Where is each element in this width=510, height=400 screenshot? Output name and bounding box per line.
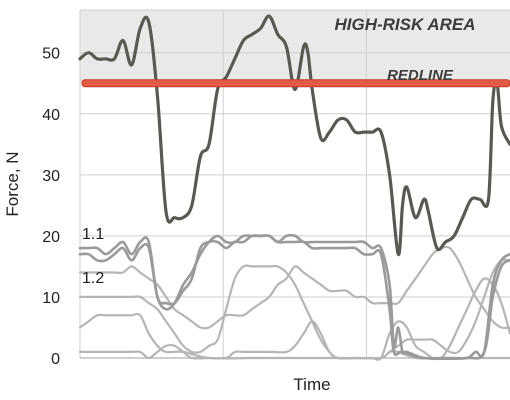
- x-axis-label: Time: [293, 375, 330, 394]
- y-tick-label: 20: [42, 229, 60, 246]
- y-tick-label: 50: [42, 46, 60, 63]
- redline: [81, 79, 510, 88]
- annotation-1-1: 1.1: [82, 226, 104, 243]
- annotation-1-2: 1.2: [82, 270, 104, 287]
- high-risk-area-label: HIGH-RISK AREA: [334, 15, 475, 34]
- redline-bar: [81, 79, 510, 88]
- series-line-7: [78, 320, 510, 360]
- series-line-1: [78, 14, 510, 256]
- series-layer: [78, 14, 510, 361]
- y-tick-label: 40: [42, 107, 60, 124]
- y-tick-label: 10: [42, 290, 60, 307]
- y-tick-labels: 0 10 20 30 40 50: [42, 46, 60, 368]
- y-tick-label: 0: [51, 351, 60, 368]
- y-tick-label: 30: [42, 168, 60, 185]
- y-axis-label: Force, N: [3, 151, 22, 216]
- redline-label: REDLINE: [387, 67, 454, 84]
- series-line-3: [78, 234, 510, 361]
